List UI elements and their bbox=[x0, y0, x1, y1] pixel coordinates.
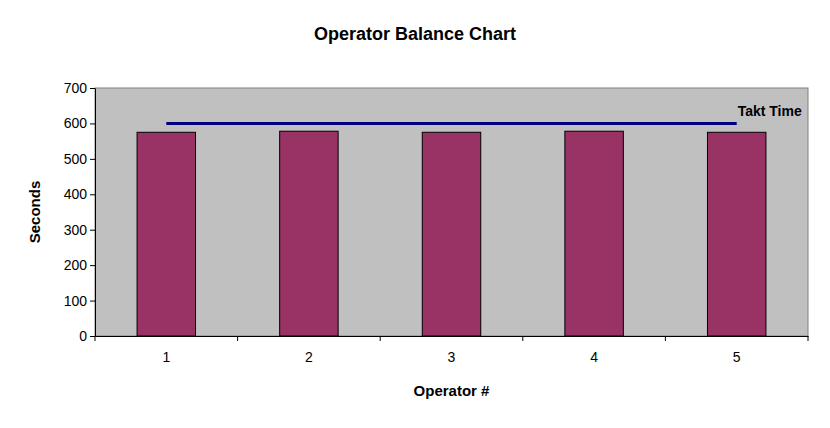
y-tick-mark bbox=[90, 159, 95, 160]
y-tick-label: 400 bbox=[64, 186, 88, 202]
chart-svg: 0 100 200 300 400 500 600 700 1 2 3 4 5 Operator Bala… bbox=[0, 0, 830, 428]
x-tick-label: 3 bbox=[448, 349, 456, 365]
x-tick: 5 bbox=[733, 336, 741, 365]
y-tick: 100 bbox=[64, 293, 95, 309]
takt-label: Takt Time bbox=[738, 103, 802, 119]
x-axis-line bbox=[96, 336, 809, 337]
x-category-separator bbox=[95, 336, 96, 341]
bar bbox=[707, 132, 765, 336]
y-tick-label: 300 bbox=[64, 222, 88, 238]
y-axis-title: Seconds bbox=[26, 181, 43, 244]
bar bbox=[565, 131, 623, 336]
marks bbox=[137, 123, 766, 336]
y-tick-mark bbox=[90, 88, 95, 89]
x-tick: 2 bbox=[305, 336, 313, 365]
plot: 0 100 200 300 400 500 600 700 1 2 3 4 5 bbox=[64, 80, 809, 365]
y-axis-line bbox=[95, 89, 96, 337]
y-tick-mark bbox=[90, 265, 95, 266]
x-category-separator bbox=[808, 336, 809, 341]
x-category-separator bbox=[665, 336, 666, 341]
y-tick-mark bbox=[90, 194, 95, 195]
y-axis: 0 100 200 300 400 500 600 700 bbox=[64, 80, 96, 344]
x-category-separator bbox=[380, 336, 381, 341]
y-tick-mark bbox=[90, 301, 95, 302]
bar bbox=[422, 132, 480, 336]
x-tick-label: 1 bbox=[162, 349, 170, 365]
x-tick: 1 bbox=[162, 336, 170, 365]
y-tick-label: 700 bbox=[64, 80, 88, 96]
y-tick: 500 bbox=[64, 151, 95, 167]
plot-background bbox=[95, 88, 808, 336]
y-tick-label: 100 bbox=[64, 293, 88, 309]
y-tick: 600 bbox=[64, 115, 95, 131]
x-tick-label: 4 bbox=[590, 349, 598, 365]
title: Operator Balance Chart bbox=[314, 24, 516, 44]
x-tick-label: 2 bbox=[305, 349, 313, 365]
chart-container: 0 100 200 300 400 500 600 700 1 2 3 4 5 Operator Bala… bbox=[0, 0, 830, 428]
y-tick: 0 bbox=[79, 328, 95, 344]
x-axis: 1 2 3 4 5 bbox=[95, 336, 809, 365]
x-category-separator bbox=[522, 336, 523, 341]
x-tick: 3 bbox=[448, 336, 456, 365]
x-tick-label: 5 bbox=[733, 349, 741, 365]
y-tick-label: 200 bbox=[64, 257, 88, 273]
x-category-separator bbox=[237, 336, 238, 341]
y-tick-label: 600 bbox=[64, 115, 88, 131]
x-tick: 4 bbox=[590, 336, 598, 365]
y-tick-label: 500 bbox=[64, 151, 88, 167]
y-tick: 700 bbox=[64, 80, 95, 96]
bar bbox=[137, 132, 195, 336]
takt-line bbox=[166, 122, 736, 125]
y-tick-mark bbox=[90, 336, 95, 337]
y-tick: 300 bbox=[64, 222, 95, 238]
y-tick-mark bbox=[90, 230, 95, 231]
y-tick-mark bbox=[90, 123, 95, 124]
y-tick: 200 bbox=[64, 257, 95, 273]
y-tick: 400 bbox=[64, 186, 95, 202]
x-axis-title: Operator # bbox=[414, 382, 491, 399]
y-tick-label: 0 bbox=[79, 328, 87, 344]
bar bbox=[280, 131, 338, 336]
